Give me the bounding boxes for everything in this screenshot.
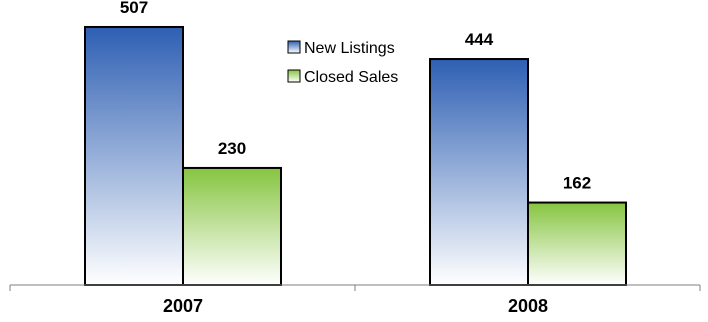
value-labels-layer: 507 230 444 162 [120,0,591,193]
data-label-closed-sales-2008: 162 [563,174,591,193]
bar-closed-sales-2007 [182,166,282,286]
data-label-closed-sales-2007: 230 [218,139,246,158]
data-label-new-listings-2007: 507 [120,0,148,17]
data-label-new-listings-2008: 444 [465,30,494,49]
legend-swatch-new-listings [287,40,301,54]
legend: New Listings Closed Sales [287,40,398,86]
bars-layer [84,25,627,287]
legend-label-new-listings: New Listings [304,40,395,57]
legend-label-closed-sales: Closed Sales [304,69,398,86]
x-tick-label-2008: 2008 [508,296,548,316]
bar-new-listings-2007 [84,25,184,287]
bar-new-listings-2008 [429,58,529,286]
x-tick-label-2007: 2007 [163,296,203,316]
bar-closed-sales-2008 [527,201,627,286]
legend-swatch-closed-sales [287,69,301,83]
